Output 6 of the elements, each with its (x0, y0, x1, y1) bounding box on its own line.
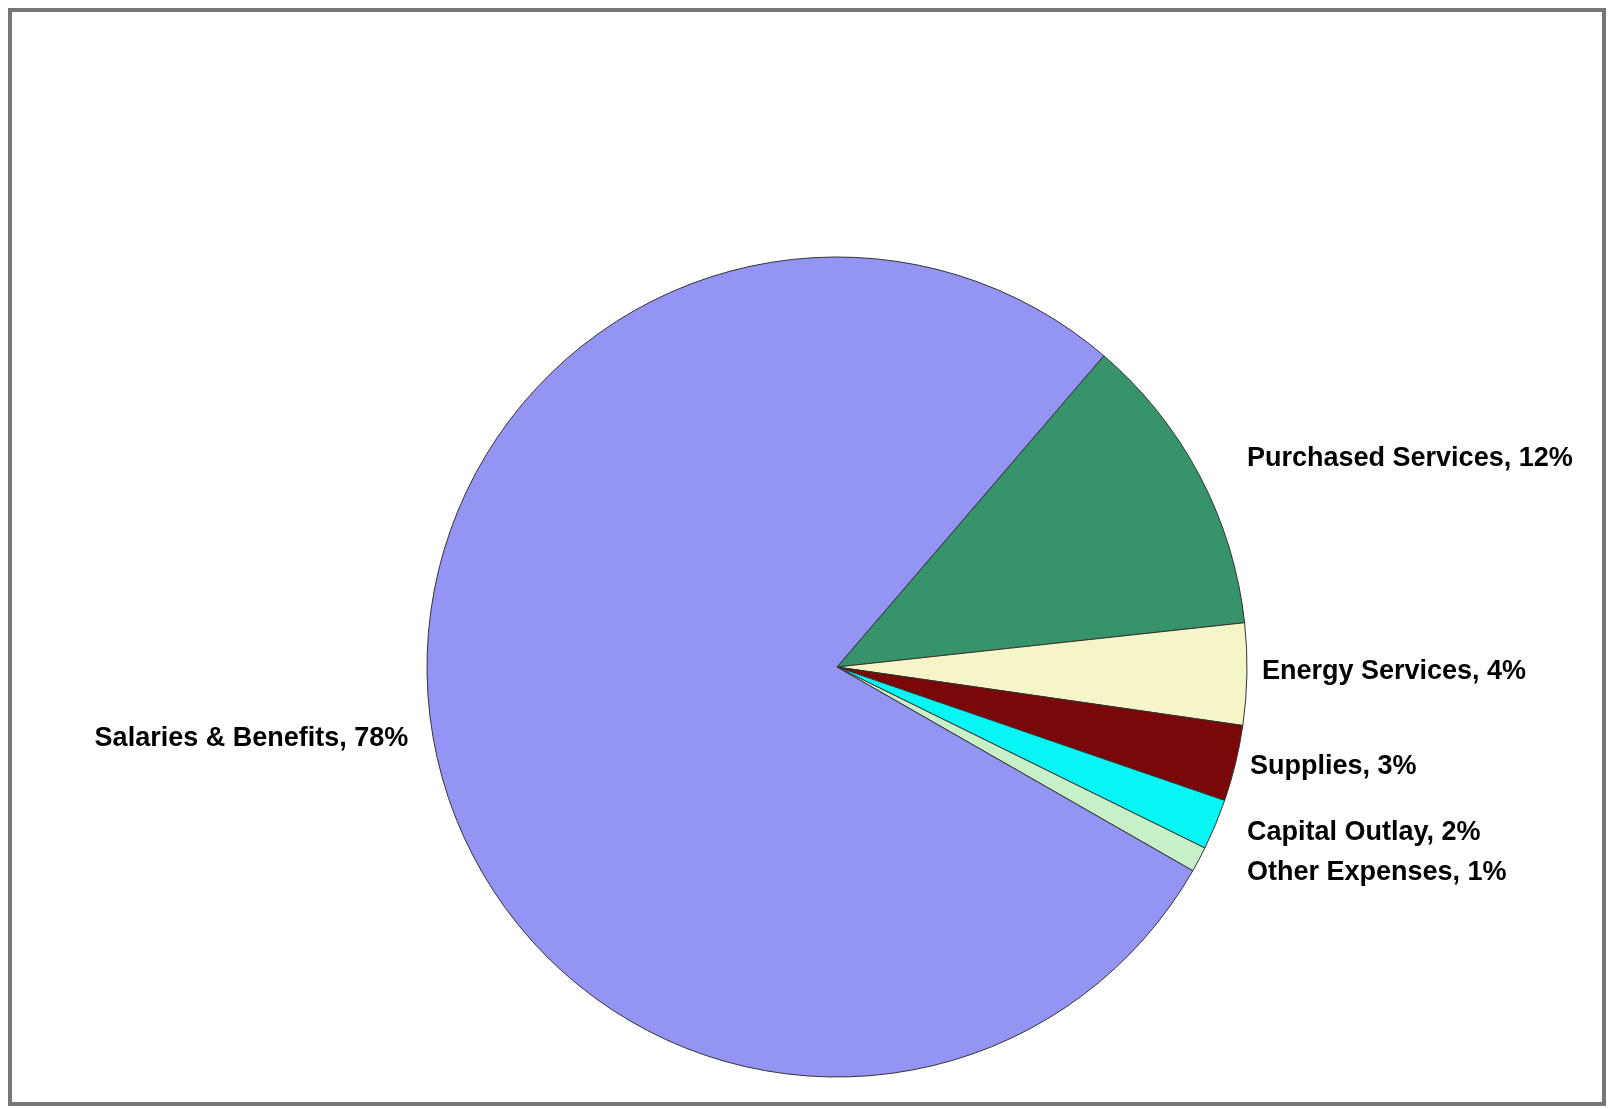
slice-label: Supplies, 3% (1249, 750, 1417, 781)
slice-label: Purchased Services, 12% (1247, 441, 1573, 472)
slice-label: Energy Services, 4% (1261, 654, 1527, 685)
slice-label: Salaries & Benefits, 78% (94, 721, 409, 752)
slice-label: Capital Outlay, 2% (1247, 816, 1481, 847)
slice-label: Other Expenses, 1% (1247, 856, 1507, 887)
